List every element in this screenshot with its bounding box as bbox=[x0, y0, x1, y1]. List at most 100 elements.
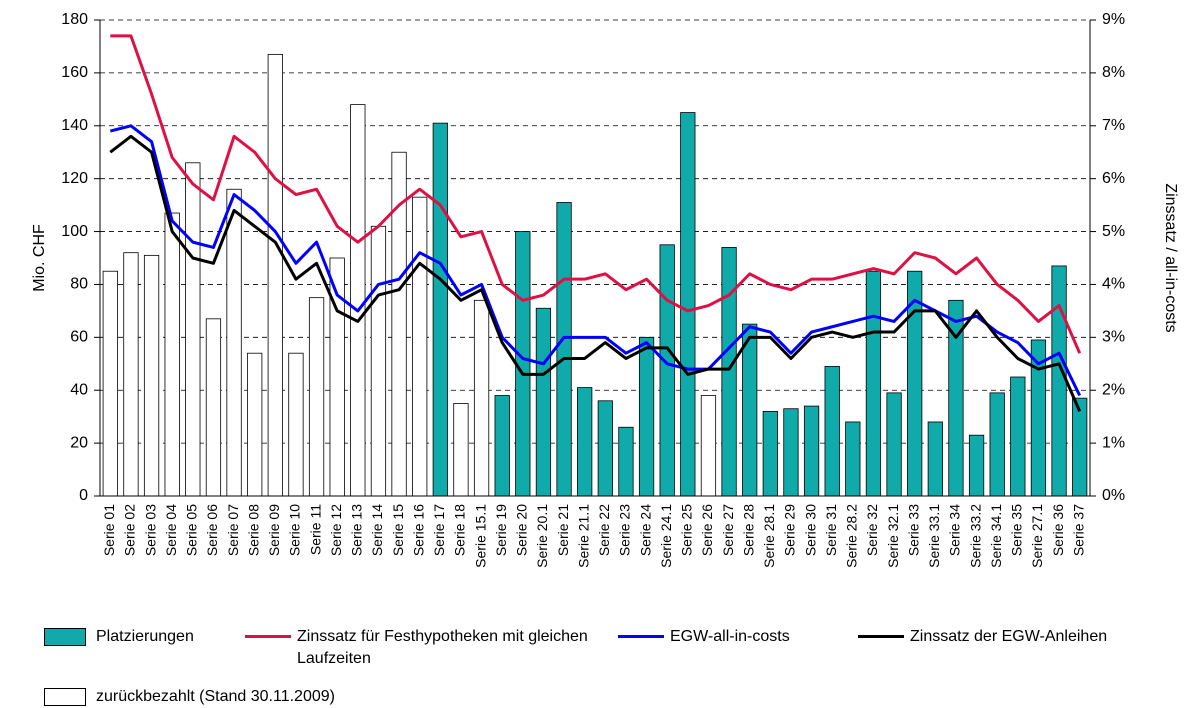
bar bbox=[515, 231, 531, 497]
x-tick-label: Serie 32.1 bbox=[885, 504, 901, 568]
bar bbox=[432, 122, 448, 497]
bar bbox=[412, 196, 428, 497]
bar bbox=[1010, 376, 1026, 497]
x-tick-label: Serie 34.1 bbox=[988, 504, 1004, 568]
bar bbox=[845, 421, 861, 497]
legend-label: Zinssatz der EGW-Anleihen bbox=[910, 628, 1108, 645]
legend-swatch bbox=[44, 628, 86, 646]
x-tick-label: Serie 24.1 bbox=[658, 504, 674, 568]
line bbox=[109, 134, 1082, 412]
bar bbox=[618, 426, 634, 497]
bar bbox=[535, 307, 552, 497]
x-tick-label: Serie 13 bbox=[349, 504, 365, 556]
y-tick-label: 80 bbox=[70, 276, 88, 293]
x-tick-label: Serie 37 bbox=[1070, 504, 1086, 556]
x-tick-label: Serie 09 bbox=[266, 504, 282, 556]
x-tick-label: Serie 23 bbox=[617, 504, 633, 556]
bar bbox=[473, 299, 490, 497]
x-tick-label: Serie 27 bbox=[720, 504, 736, 556]
y-axis-label: Mio. CHF bbox=[31, 224, 48, 292]
x-tick-label: Serie 21.1 bbox=[575, 504, 591, 568]
bar bbox=[226, 188, 242, 497]
bar bbox=[886, 392, 902, 497]
bar bbox=[267, 53, 283, 497]
bar bbox=[1051, 265, 1067, 497]
bar bbox=[824, 366, 840, 497]
x-tick-label: Serie 28.2 bbox=[844, 504, 860, 568]
x-tick-label: Serie 26 bbox=[699, 504, 715, 556]
x-tick-label: Serie 25 bbox=[679, 504, 695, 556]
x-tick-label: Serie 16 bbox=[410, 504, 426, 556]
x-tick-label: Serie 02 bbox=[122, 504, 138, 556]
bar bbox=[494, 395, 510, 497]
x-tick-label: Serie 18 bbox=[452, 504, 468, 556]
legend-swatch bbox=[245, 635, 291, 638]
y2-tick-label: 2% bbox=[1102, 381, 1125, 398]
x-tick-label: Serie 35 bbox=[1009, 504, 1025, 556]
legend-swatch bbox=[858, 635, 904, 638]
x-tick-label: Serie 20 bbox=[514, 504, 530, 556]
y2-tick-label: 0% bbox=[1102, 487, 1125, 504]
x-tick-label: Serie 28.1 bbox=[761, 504, 777, 568]
bar bbox=[680, 112, 696, 497]
bar bbox=[577, 387, 593, 497]
bar bbox=[968, 434, 985, 497]
bar bbox=[370, 225, 387, 497]
x-tick-label: Serie 27.1 bbox=[1029, 504, 1045, 568]
bar bbox=[742, 323, 758, 497]
x-tick-label: Serie 17 bbox=[431, 504, 447, 556]
bar bbox=[556, 202, 572, 497]
x-tick-label: Serie 12 bbox=[328, 504, 344, 556]
y-tick-label: 160 bbox=[61, 64, 88, 81]
x-tick-label: Serie 01 bbox=[101, 504, 117, 556]
x-tick-label: Serie 19 bbox=[493, 504, 509, 556]
bar bbox=[247, 352, 263, 497]
y2-tick-label: 7% bbox=[1102, 117, 1125, 134]
bar bbox=[659, 244, 675, 497]
x-tick-label: Serie 24 bbox=[637, 504, 653, 556]
x-tick-label: Serie 08 bbox=[245, 504, 261, 556]
y2-axis-label: Zinssatz / all-in-costs bbox=[1162, 183, 1179, 332]
bar bbox=[989, 392, 1005, 497]
y2-tick-label: 3% bbox=[1102, 329, 1125, 346]
x-tick-label: Serie 33 bbox=[905, 504, 921, 556]
legend-swatch bbox=[618, 635, 664, 638]
y2-tick-label: 5% bbox=[1102, 223, 1125, 240]
bar bbox=[783, 408, 799, 497]
x-tick-label: Serie 07 bbox=[225, 504, 241, 556]
y-tick-label: 180 bbox=[61, 11, 88, 28]
bar bbox=[164, 212, 180, 497]
y-tick-label: 60 bbox=[70, 329, 88, 346]
bar bbox=[927, 421, 943, 497]
x-tick-label: Serie 20.1 bbox=[534, 504, 550, 568]
y-tick-label: 20 bbox=[70, 434, 88, 451]
plot bbox=[102, 34, 1088, 497]
bar bbox=[288, 352, 304, 497]
y2-tick-label: 9% bbox=[1102, 11, 1125, 28]
x-tick-label: Serie 03 bbox=[142, 504, 158, 556]
x-tick-label: Serie 28 bbox=[740, 504, 756, 556]
y-tick-label: 120 bbox=[61, 170, 88, 187]
x-tick-label: Serie 10 bbox=[287, 504, 303, 556]
y-tick-label: 140 bbox=[61, 117, 88, 134]
y2-tick-label: 8% bbox=[1102, 64, 1125, 81]
legend-label: Platzierungen bbox=[96, 628, 194, 645]
x-tick-label: Serie 31 bbox=[823, 504, 839, 556]
y-tick-label: 100 bbox=[61, 223, 88, 240]
bar bbox=[123, 252, 139, 497]
bar bbox=[803, 405, 820, 497]
bar bbox=[721, 247, 737, 497]
x-tick-label: Serie 29 bbox=[782, 504, 798, 556]
legend-label: EGW-all-in-costs bbox=[670, 628, 790, 645]
x-tick-label: Serie 14 bbox=[369, 504, 385, 556]
x-tick-label: Serie 36 bbox=[1050, 504, 1066, 556]
x-tick-label: Serie 22 bbox=[596, 504, 612, 556]
y2-tick-label: 6% bbox=[1102, 170, 1125, 187]
x-tick-label: Serie 06 bbox=[204, 504, 220, 556]
x-tick-label: Serie 21 bbox=[555, 504, 571, 556]
bar bbox=[700, 395, 717, 497]
x-tick-label: Serie 15.1 bbox=[472, 504, 488, 568]
bar bbox=[205, 318, 222, 497]
x-tick-label: Serie 11 bbox=[307, 504, 323, 555]
